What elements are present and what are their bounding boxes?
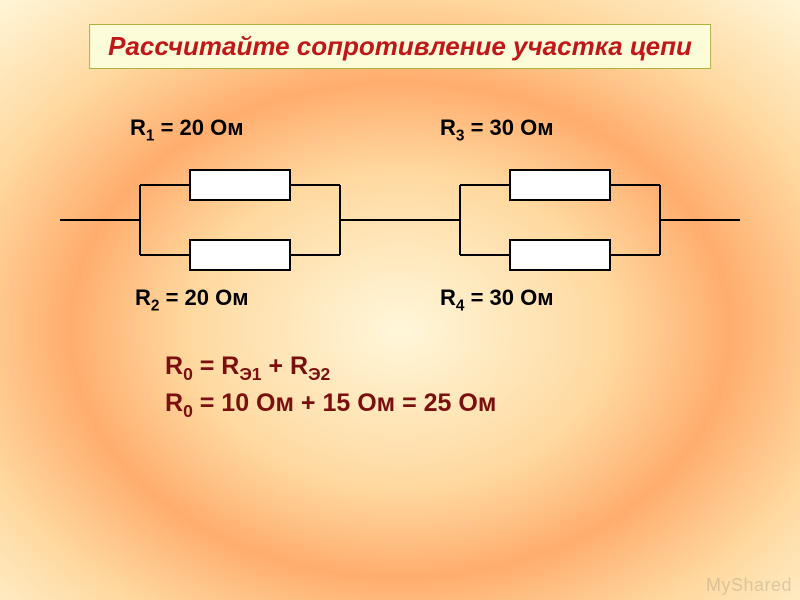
solution-block: R0 = RЭ1 + RЭ2R0 = 10 Ом + 15 Ом = 25 Ом (165, 350, 496, 423)
solution-line: R0 = RЭ1 + RЭ2 (165, 350, 496, 387)
title-text: Рассчитайте сопротивление участка цепи (108, 31, 692, 61)
watermark: MyShared (706, 575, 792, 596)
resistor-label: R4 = 30 Ом (440, 285, 554, 315)
solution-line: R0 = 10 Ом + 15 Ом = 25 Ом (165, 387, 496, 424)
resistor-label: R1 = 20 Ом (130, 115, 244, 145)
circuit-diagram: R1 = 20 ОмR2 = 20 ОмR3 = 30 ОмR4 = 30 Ом (60, 130, 740, 310)
page-title: Рассчитайте сопротивление участка цепи (89, 24, 711, 69)
resistor-label: R3 = 30 Ом (440, 115, 554, 145)
resistor-label: R2 = 20 Ом (135, 285, 249, 315)
